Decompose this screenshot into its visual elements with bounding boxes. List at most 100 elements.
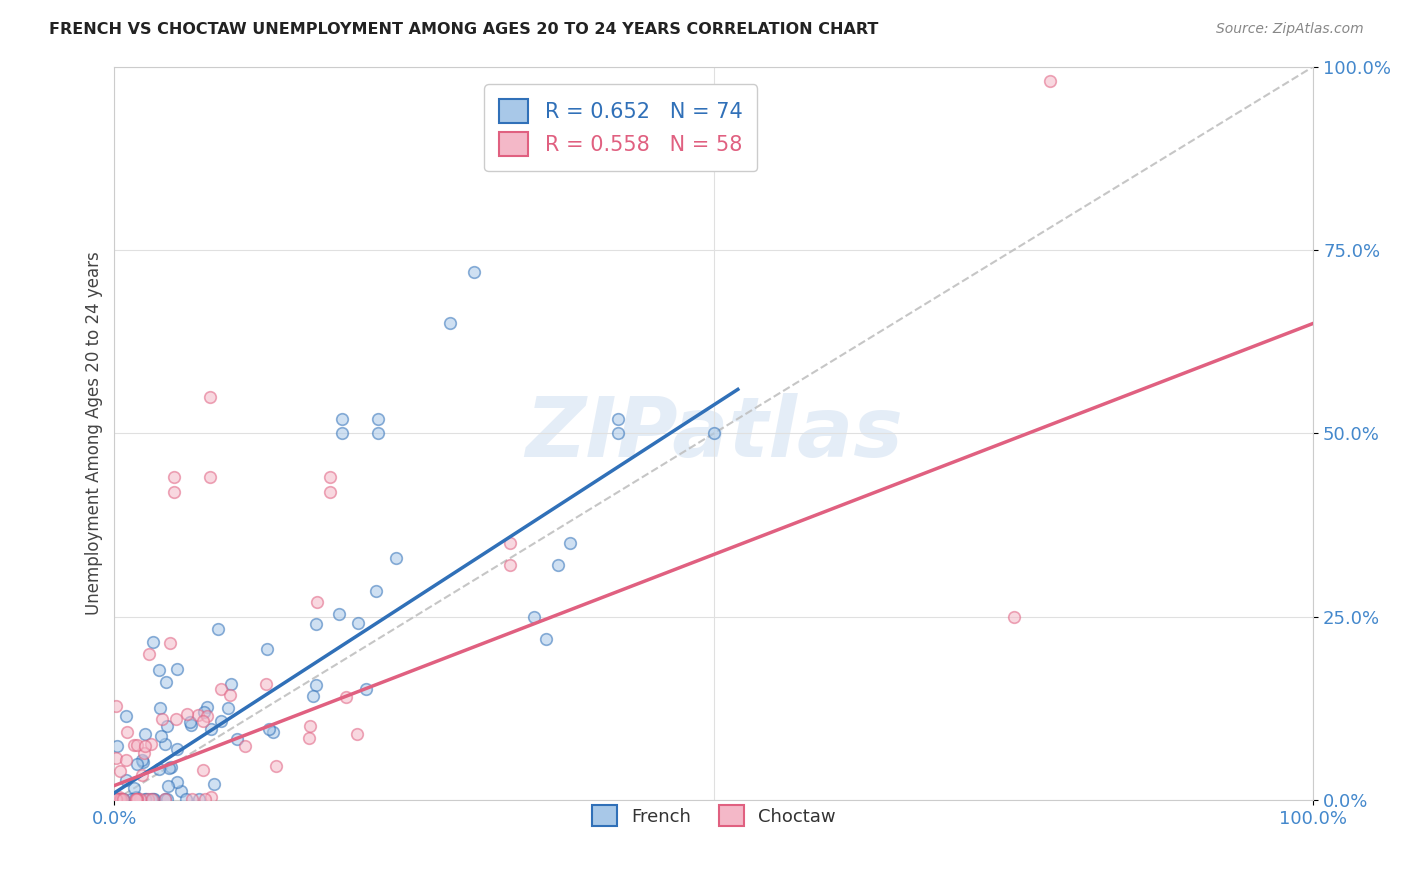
Point	[115, 709, 138, 723]
Text: ZIPatlas: ZIPatlas	[524, 392, 903, 474]
Point	[534, 632, 557, 646]
Point	[179, 714, 201, 729]
Point	[111, 792, 134, 806]
Point	[131, 767, 153, 781]
Point	[142, 792, 165, 806]
Text: Source: ZipAtlas.com: Source: ZipAtlas.com	[1216, 22, 1364, 37]
Point	[111, 792, 134, 806]
Point	[200, 722, 222, 736]
Point	[115, 773, 138, 788]
Point	[155, 792, 177, 806]
Point	[367, 426, 389, 441]
Point	[305, 678, 328, 692]
Point	[153, 792, 176, 806]
Point	[155, 792, 177, 806]
Point	[319, 485, 342, 500]
Point	[328, 607, 350, 621]
Point	[153, 737, 176, 751]
Point	[330, 426, 353, 441]
Point	[384, 551, 406, 566]
Point	[207, 623, 229, 637]
Point	[254, 676, 277, 690]
Point	[219, 677, 242, 691]
Text: FRENCH VS CHOCTAW UNEMPLOYMENT AMONG AGES 20 TO 24 YEARS CORRELATION CHART: FRENCH VS CHOCTAW UNEMPLOYMENT AMONG AGE…	[49, 22, 879, 37]
Point	[194, 792, 217, 806]
Point	[180, 792, 202, 806]
Point	[558, 536, 581, 550]
Point	[180, 718, 202, 732]
Point	[108, 764, 131, 779]
Point	[104, 792, 127, 806]
Point	[120, 792, 142, 806]
Point	[131, 753, 153, 767]
Point	[155, 675, 177, 690]
Point	[305, 617, 328, 632]
Point	[163, 485, 186, 500]
Point	[150, 729, 173, 743]
Point	[1002, 609, 1025, 624]
Point	[127, 792, 149, 806]
Point	[127, 792, 149, 806]
Point	[166, 741, 188, 756]
Point	[595, 147, 617, 161]
Point	[218, 688, 240, 702]
Point	[547, 558, 569, 573]
Point	[170, 784, 193, 798]
Point	[226, 732, 249, 747]
Point	[124, 791, 146, 805]
Point	[105, 792, 128, 806]
Point	[136, 792, 159, 806]
Point	[202, 777, 225, 791]
Point	[166, 775, 188, 789]
Point	[157, 779, 180, 793]
Point	[367, 411, 389, 425]
Point	[264, 759, 287, 773]
Point	[148, 762, 170, 776]
Point	[347, 616, 370, 631]
Point	[156, 718, 179, 732]
Point	[439, 317, 461, 331]
Point	[142, 635, 165, 649]
Point	[193, 706, 215, 720]
Point	[302, 689, 325, 703]
Point	[195, 699, 218, 714]
Point	[463, 265, 485, 279]
Point	[134, 739, 156, 753]
Point	[157, 761, 180, 775]
Point	[606, 411, 628, 425]
Legend: French, Choctaw: French, Choctaw	[583, 797, 845, 835]
Point	[307, 595, 329, 609]
Point	[132, 755, 155, 769]
Point	[125, 792, 148, 806]
Point	[176, 706, 198, 721]
Point	[139, 792, 162, 806]
Point	[330, 411, 353, 425]
Point	[134, 792, 156, 806]
Point	[166, 663, 188, 677]
Point	[319, 470, 342, 484]
Point	[364, 583, 387, 598]
Point	[108, 792, 131, 806]
Point	[115, 724, 138, 739]
Point	[105, 739, 128, 754]
Point	[105, 792, 128, 806]
Point	[262, 725, 284, 739]
Point	[298, 719, 321, 733]
Point	[217, 701, 239, 715]
Point	[134, 746, 156, 760]
Point	[108, 792, 131, 806]
Point	[200, 470, 222, 484]
Point	[122, 738, 145, 752]
Point	[163, 470, 186, 484]
Point	[1038, 74, 1060, 88]
Point	[125, 738, 148, 752]
Point	[160, 760, 183, 774]
Point	[108, 790, 131, 805]
Point	[499, 536, 522, 550]
Point	[139, 738, 162, 752]
Point	[191, 763, 214, 777]
Point	[187, 707, 209, 722]
Point	[195, 708, 218, 723]
Point	[125, 757, 148, 772]
Point	[187, 792, 209, 806]
